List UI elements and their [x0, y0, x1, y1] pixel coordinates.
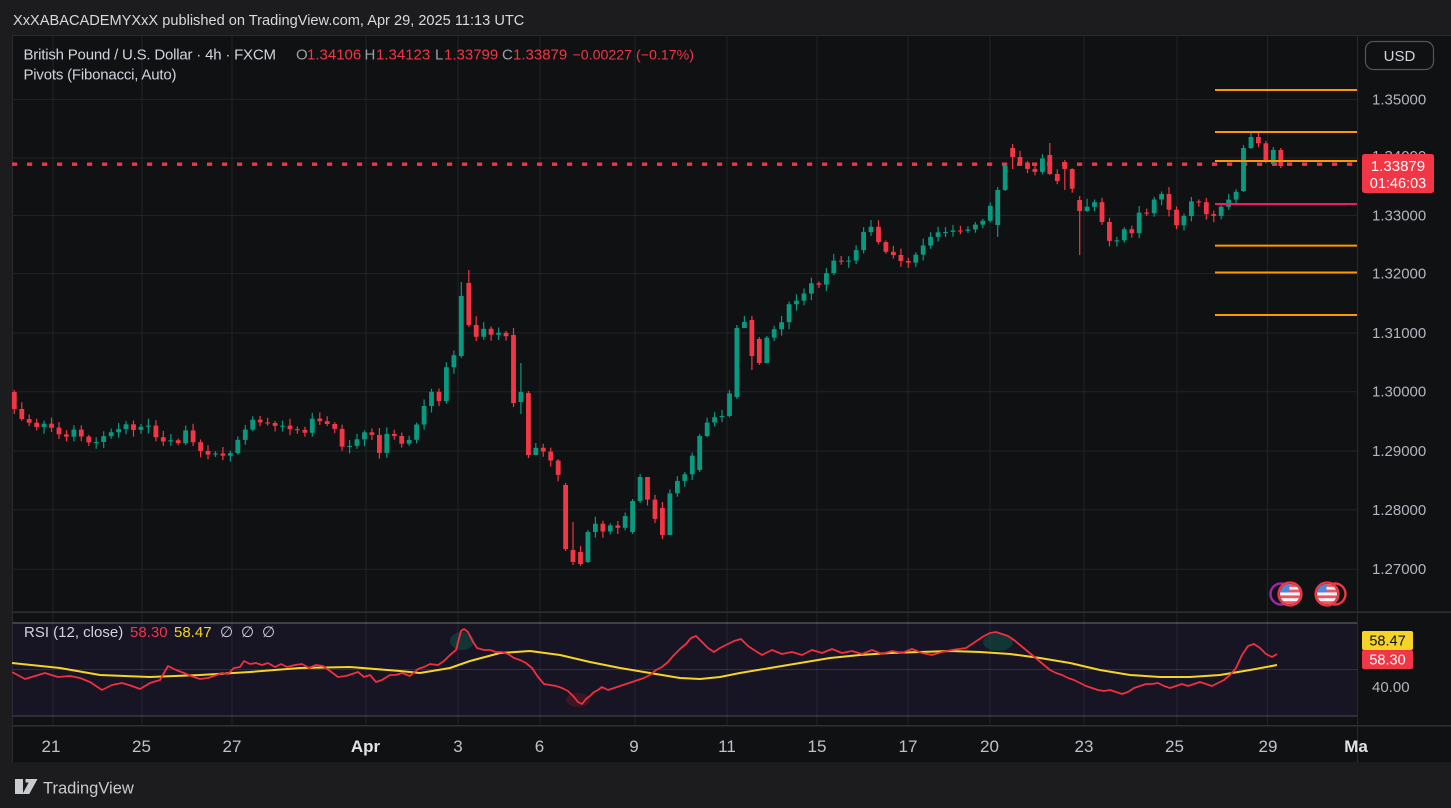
svg-text:58.47: 58.47 [1369, 634, 1405, 650]
svg-text:25: 25 [1165, 737, 1184, 756]
svg-text:USD: USD [1384, 48, 1416, 65]
svg-text:Apr: Apr [351, 737, 381, 756]
svg-text:40.00: 40.00 [1372, 679, 1410, 696]
svg-text:RSI (12, close) 58.30 58.47 ∅∅: RSI (12, close) 58.30 58.47 ∅ ∅ ∅ [24, 624, 275, 641]
svg-text:Ma: Ma [1344, 737, 1368, 756]
svg-text:3: 3 [453, 737, 462, 756]
svg-text:20: 20 [980, 737, 999, 756]
svg-text:XxXABACADEMYXxX published on T: XxXABACADEMYXxX published on TradingView… [13, 13, 524, 29]
svg-text:58.30: 58.30 [1369, 653, 1405, 669]
svg-text:1.28000: 1.28000 [1372, 502, 1426, 519]
svg-text:01:46:03: 01:46:03 [1370, 176, 1426, 192]
svg-text:17: 17 [899, 737, 918, 756]
svg-text:29: 29 [1259, 737, 1278, 756]
svg-text:1.32000: 1.32000 [1372, 266, 1426, 283]
svg-text:1.33000: 1.33000 [1372, 208, 1426, 225]
svg-text:9: 9 [629, 737, 638, 756]
svg-text:1.35000: 1.35000 [1372, 91, 1426, 108]
svg-text:11: 11 [718, 737, 736, 756]
svg-text:27: 27 [223, 737, 242, 756]
svg-text:21: 21 [42, 737, 61, 756]
svg-text:Pivots (Fibonacci, Auto): Pivots (Fibonacci, Auto) [24, 67, 177, 84]
svg-text:TradingView: TradingView [43, 780, 134, 798]
svg-text:1.33879: 1.33879 [1371, 158, 1425, 175]
svg-text:1.30000: 1.30000 [1372, 384, 1426, 401]
svg-text:6: 6 [535, 737, 544, 756]
svg-text:15: 15 [808, 737, 827, 756]
svg-text:25: 25 [132, 737, 151, 756]
svg-text:O1.34106 H1.34123 L1.33799 C1.: O1.34106 H1.34123 L1.33799 C1.33879 −0.0… [296, 47, 694, 64]
svg-text:23: 23 [1075, 737, 1094, 756]
svg-text:1.29000: 1.29000 [1372, 443, 1426, 460]
svg-text:1.31000: 1.31000 [1372, 325, 1426, 342]
svg-text:1.27000: 1.27000 [1372, 561, 1426, 578]
svg-text:British Pound / U.S. Dollar ·: British Pound / U.S. Dollar · 4h · FXCM [24, 47, 276, 64]
